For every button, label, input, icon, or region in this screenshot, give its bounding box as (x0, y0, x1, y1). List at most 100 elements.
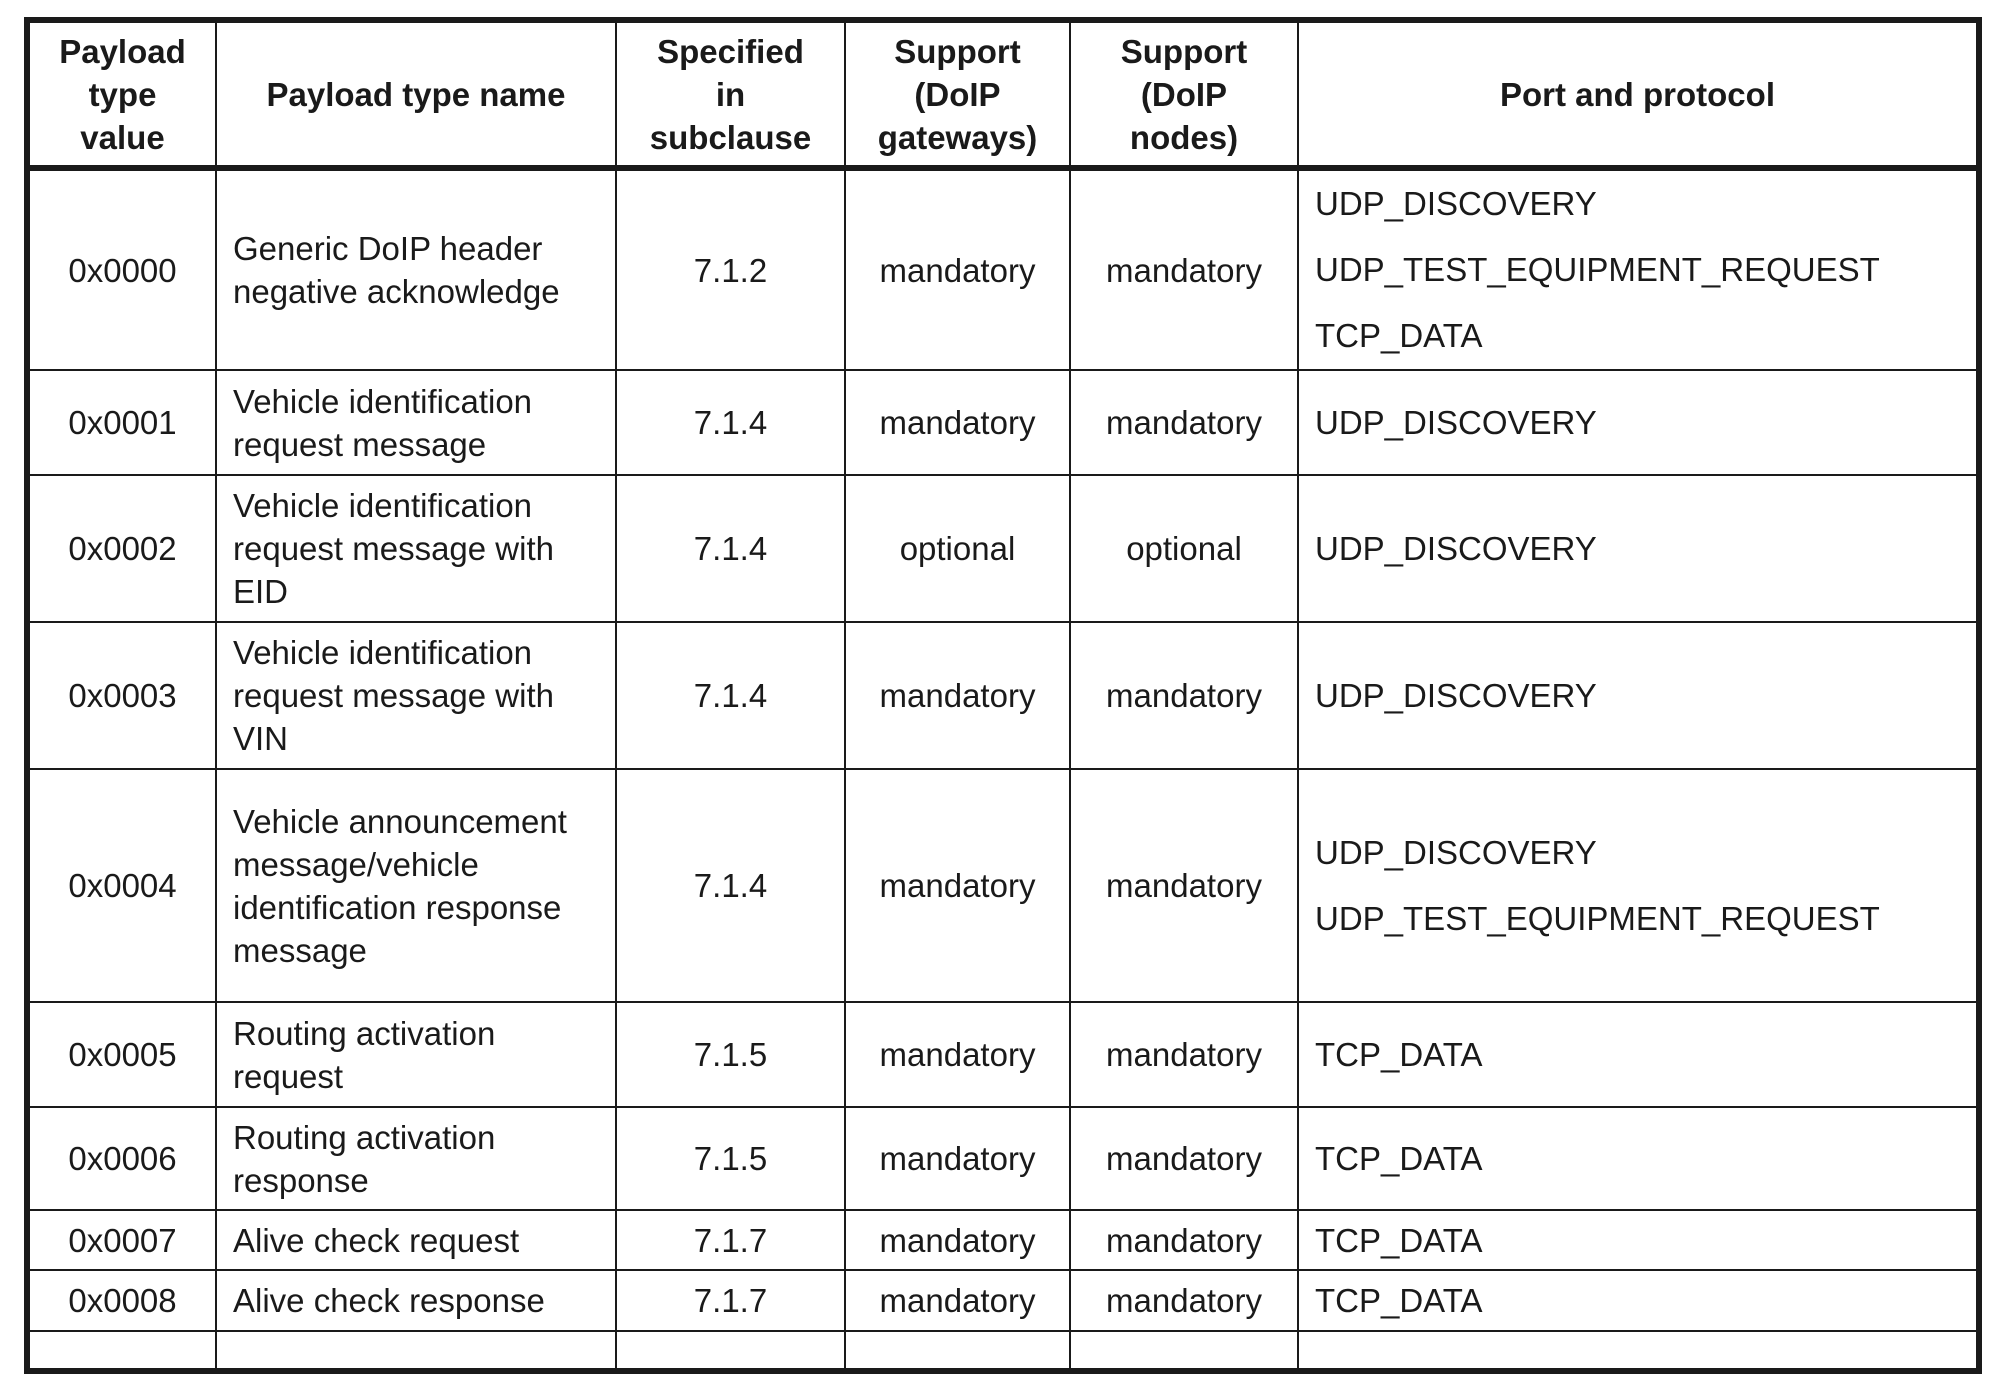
header-support-gateways: Support (DoIP gateways) (844, 19, 1071, 171)
support-gateways: mandatory (844, 1269, 1071, 1332)
support-nodes: mandatory (1069, 1001, 1299, 1108)
protocol: TCP_DATA (1315, 1036, 1483, 1073)
table-row: 0x0007 Alive check request 7.1.7 mandatory m… (26, 1209, 1980, 1271)
protocol: UDP_TEST_EQUIPMENT_REQUEST (1315, 251, 1880, 288)
protocol: UDP_DISCOVERY (1315, 833, 1597, 871)
header-support-nodes: Support (DoIP nodes) (1069, 19, 1299, 171)
header-text: gateways) (877, 118, 1038, 156)
support-gateways: mandatory (844, 167, 1071, 371)
payload-type-name: Vehicle announcement message/vehicle ide… (215, 768, 617, 1003)
table-row: 0x0008 Alive check response 7.1.7 mandatory… (26, 1269, 1980, 1332)
table-row: 0x0005 Routing activation request 7.1.5 man… (26, 1001, 1980, 1108)
header-text: value (80, 118, 165, 156)
header-text: Support (1120, 32, 1248, 70)
port-and-protocol: TCP_DATA (1297, 1209, 1980, 1271)
port-and-protocol: TCP_DATA (1297, 1269, 1980, 1332)
header-text: nodes) (1129, 118, 1239, 156)
subclause: 7.1.5 (615, 1106, 846, 1211)
subclause: 7.1.2 (615, 167, 846, 371)
header-text: (DoIP (914, 75, 1001, 113)
support-nodes: mandatory (1069, 768, 1299, 1003)
payload-type-name: Alive check response (215, 1269, 617, 1332)
support-nodes: mandatory (1069, 1106, 1299, 1211)
subclause: 7.1.7 (615, 1209, 846, 1271)
payload-type-value: 0x0007 (26, 1209, 217, 1271)
subclause: 7.1.5 (615, 1001, 846, 1108)
support-nodes: mandatory (1069, 369, 1299, 476)
support-gateways: mandatory (844, 1209, 1071, 1271)
support-gateways: mandatory (844, 768, 1071, 1003)
payload-type-name: Routing activation request (215, 1001, 617, 1108)
support-gateways: mandatory (844, 369, 1071, 476)
empty-cell (844, 1330, 1071, 1372)
subclause: 7.1.7 (615, 1269, 846, 1332)
payload-type-value: 0x0001 (26, 369, 217, 476)
header-port-and-protocol: Port and protocol (1297, 19, 1980, 171)
payload-type-value: 0x0005 (26, 1001, 217, 1108)
support-nodes: mandatory (1069, 621, 1299, 770)
header-text: type (88, 75, 157, 113)
table-row-empty (26, 1330, 1980, 1372)
port-and-protocol: UDP_DISCOVERY (1297, 474, 1980, 623)
port-and-protocol: UDP_DISCOVERY UDP_TEST_EQUIPMENT_REQUEST T… (1297, 167, 1980, 371)
protocol: UDP_DISCOVERY (1315, 677, 1597, 714)
header-text: Payload (59, 32, 186, 70)
port-and-protocol: TCP_DATA (1297, 1001, 1980, 1108)
header-text: (DoIP (1140, 75, 1228, 113)
port-and-protocol: UDP_DISCOVERY (1297, 369, 1980, 476)
payload-type-value: 0x0004 (26, 768, 217, 1003)
protocol: TCP_DATA (1315, 1282, 1483, 1319)
header-text: Specified (657, 32, 804, 70)
port-and-protocol: UDP_DISCOVERY (1297, 621, 1980, 770)
table-row: 0x0002 Vehicle identification request mes… (26, 474, 1980, 623)
table-row: 0x0001 Vehicle identification request mes… (26, 369, 1980, 476)
protocol: UDP_TEST_EQUIPMENT_REQUEST (1315, 899, 1880, 937)
payload-type-table: Payload type value Payload type name Specifi… (24, 17, 1982, 1374)
protocol: TCP_DATA (1315, 1221, 1483, 1259)
empty-cell (615, 1330, 846, 1372)
payload-type-value: 0x0008 (26, 1269, 217, 1332)
header-text: subclause (649, 118, 812, 156)
support-gateways: mandatory (844, 1001, 1071, 1108)
support-gateways: optional (844, 474, 1071, 623)
empty-cell (215, 1330, 617, 1372)
payload-type-value: 0x0002 (26, 474, 217, 623)
header-row: Payload type value Payload type name Specifi… (26, 19, 1980, 171)
payload-type-name: Vehicle identification request message w… (215, 474, 617, 623)
header-text: Payload type name (266, 75, 566, 113)
table-row: 0x0004 Vehicle announcement message/vehic… (26, 768, 1980, 1003)
protocol: TCP_DATA (1315, 317, 1483, 354)
table-row: 0x0000 Generic DoIP header negative ackno… (26, 167, 1980, 371)
protocol: UDP_DISCOVERY (1315, 530, 1597, 567)
port-and-protocol: UDP_DISCOVERY UDP_TEST_EQUIPMENT_REQUEST (1297, 768, 1980, 1003)
support-nodes: optional (1069, 474, 1299, 623)
payload-type-name: Routing activation response (215, 1106, 617, 1211)
payload-type-name: Alive check request (215, 1209, 617, 1271)
payload-type-name: Vehicle identification request message w… (215, 621, 617, 770)
subclause: 7.1.4 (615, 621, 846, 770)
table-row: 0x0006 Routing activation response 7.1.5 ma… (26, 1106, 1980, 1211)
payload-type-value: 0x0000 (26, 167, 217, 371)
port-and-protocol: TCP_DATA (1297, 1106, 1980, 1211)
subclause: 7.1.4 (615, 474, 846, 623)
protocol: TCP_DATA (1315, 1140, 1483, 1177)
protocol: UDP_DISCOVERY (1315, 404, 1597, 441)
payload-type-value: 0x0003 (26, 621, 217, 770)
payload-type-value: 0x0006 (26, 1106, 217, 1211)
support-nodes: mandatory (1069, 1269, 1299, 1332)
support-nodes: mandatory (1069, 1209, 1299, 1271)
header-text: Support (894, 32, 1021, 70)
support-gateways: mandatory (844, 621, 1071, 770)
subclause: 7.1.4 (615, 768, 846, 1003)
header-payload-type-value: Payload type value (26, 19, 217, 171)
payload-type-name: Generic DoIP header negative acknowledge (215, 167, 617, 371)
header-text: Port and protocol (1500, 75, 1775, 113)
protocol: UDP_DISCOVERY (1315, 185, 1597, 222)
empty-cell (1069, 1330, 1299, 1372)
support-nodes: mandatory (1069, 167, 1299, 371)
header-text: in (715, 75, 746, 113)
empty-cell (26, 1330, 217, 1372)
payload-type-name: Vehicle identification request message (215, 369, 617, 476)
header-specified-in-subclause: Specified in subclause (615, 19, 846, 171)
table-row: 0x0003 Vehicle identification request mes… (26, 621, 1980, 770)
